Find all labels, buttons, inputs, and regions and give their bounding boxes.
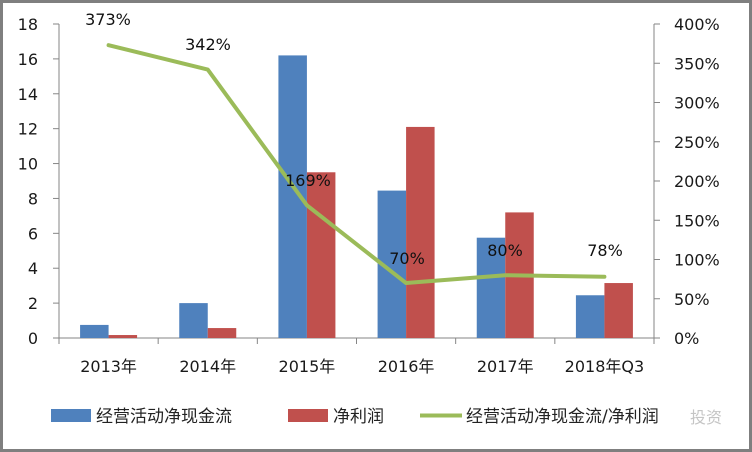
x-axis: 2013年 2014年 2015年 2016年 2017年 2018年Q3 <box>58 337 655 376</box>
right-axis-tick-label: 100% <box>674 251 720 270</box>
legend-swatch-net-profit <box>288 409 328 422</box>
line-data-label: 373% <box>85 10 131 29</box>
bar-cashflow <box>179 303 208 338</box>
line-data-label: 70% <box>389 249 425 268</box>
legend-label-cashflow: 经营活动净现金流 <box>96 407 232 427</box>
x-axis-category-label: 2016年 <box>378 357 435 376</box>
line-data-label: 80% <box>487 241 523 260</box>
bar-cashflow <box>575 295 605 338</box>
bar-net-profit <box>406 126 435 338</box>
bar-cashflow <box>80 324 109 338</box>
x-axis-category-label: 2017年 <box>477 357 534 376</box>
right-axis-tick-label: 0% <box>674 329 699 348</box>
bar-series <box>80 55 633 339</box>
x-axis-category-label: 2015年 <box>279 357 336 376</box>
right-axis-tick-label: 350% <box>674 54 720 73</box>
line-data-label: 78% <box>587 241 623 260</box>
bar-cashflow <box>476 237 506 338</box>
left-y-axis: 0 2 4 6 8 10 12 14 16 18 <box>18 15 60 348</box>
right-y-axis: 0% 50% 100% 150% 200% 250% 300% 350% 400% <box>653 15 720 348</box>
legend-label-ratio: 经营活动净现金流/净利润 <box>466 407 659 427</box>
right-axis-tick-label: 400% <box>674 15 720 34</box>
bar-net-profit <box>306 172 336 338</box>
left-axis-tick-label: 6 <box>28 224 38 243</box>
legend: 经营活动净现金流 净利润 经营活动净现金流/净利润 投资 <box>51 407 722 427</box>
line-data-label: 342% <box>185 35 231 54</box>
left-axis-tick-label: 14 <box>18 85 38 104</box>
legend-swatch-cashflow <box>51 409 91 422</box>
bar-net-profit <box>207 328 237 338</box>
ratio-line <box>106 43 607 286</box>
left-axis-tick-label: 12 <box>18 120 38 139</box>
legend-label-net-profit: 净利润 <box>333 407 384 427</box>
x-axis-category-label: 2018年Q3 <box>565 357 645 376</box>
right-axis-tick-label: 250% <box>674 133 720 152</box>
left-axis-tick-label: 2 <box>28 294 38 313</box>
watermark-text: 投资 <box>690 408 722 427</box>
right-axis-tick-label: 150% <box>674 211 720 230</box>
left-axis-tick-label: 4 <box>28 259 38 278</box>
right-axis-tick-label: 50% <box>674 290 710 309</box>
x-axis-category-label: 2013年 <box>80 357 137 376</box>
ratio-line-series <box>106 43 607 286</box>
left-axis-tick-label: 0 <box>28 329 38 348</box>
line-data-label: 169% <box>285 171 331 190</box>
left-axis-tick-label: 8 <box>28 189 38 208</box>
line-data-labels: 373% 342% 169% 70% 80% 78% <box>85 10 623 268</box>
bar-net-profit <box>108 335 138 338</box>
right-axis-tick-label: 300% <box>674 94 720 113</box>
left-axis-tick-label: 10 <box>18 155 38 174</box>
bar-net-profit <box>604 283 633 338</box>
left-axis-tick-label: 18 <box>18 15 38 34</box>
right-axis-tick-label: 200% <box>674 172 720 191</box>
left-axis-tick-label: 16 <box>18 50 38 69</box>
x-axis-category-label: 2014年 <box>179 357 236 376</box>
